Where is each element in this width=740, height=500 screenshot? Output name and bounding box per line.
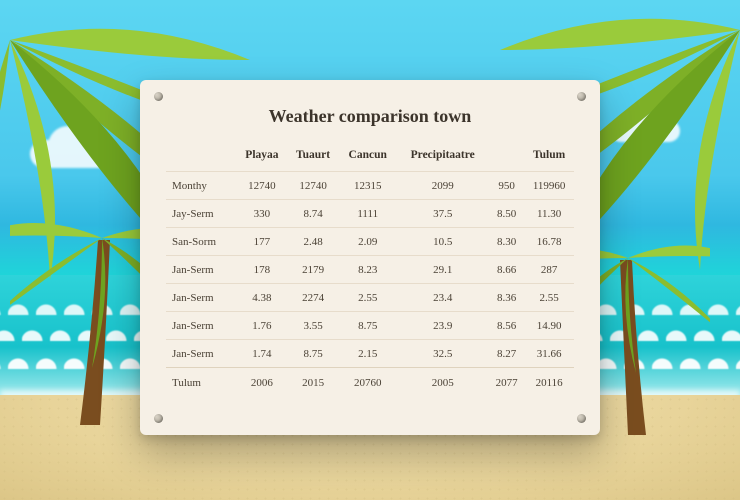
- card-title: Weather comparison town: [166, 106, 574, 127]
- table-row: Jan-Serm 178 2179 8.23 29.1 8.66 287: [166, 256, 574, 284]
- col-header: Playaa: [237, 143, 288, 172]
- row-label: Jan-Serm: [166, 340, 237, 368]
- cell: 11.30: [524, 200, 574, 228]
- cell: 2.15: [339, 340, 397, 368]
- screw-icon: [154, 414, 163, 423]
- col-header: Tulum: [524, 143, 574, 172]
- cloud: [30, 140, 120, 168]
- cell: 287: [524, 256, 574, 284]
- cell: 2.55: [524, 284, 574, 312]
- cell: 29.1: [396, 256, 488, 284]
- row-label: Tulum: [166, 368, 237, 394]
- cell: 20116: [524, 368, 574, 394]
- table-row: Monthy 12740 12740 12315 2099 950 119960: [166, 172, 574, 200]
- screw-icon: [577, 414, 586, 423]
- cell: 12740: [237, 172, 288, 200]
- cell: 14.90: [524, 312, 574, 340]
- cell: 177: [237, 228, 288, 256]
- row-label: Jan-Serm: [166, 312, 237, 340]
- col-header: [166, 143, 237, 172]
- cell: 1111: [339, 200, 397, 228]
- screw-icon: [154, 92, 163, 101]
- table-row: Jay-Serm 330 8.74 1111 37.5 8.50 11.30: [166, 200, 574, 228]
- table-row: Jan-Serm 1.74 8.75 2.15 32.5 8.27 31.66: [166, 340, 574, 368]
- cell: 2077: [489, 368, 524, 394]
- table-row: Tulum 2006 2015 20760 2005 2077 20116: [166, 368, 574, 394]
- col-header: Precipitaatre: [396, 143, 488, 172]
- weather-table: Playaa Tuaurt Cancun Precipitaatre Tulum…: [166, 143, 574, 393]
- cell: 8.74: [287, 200, 339, 228]
- row-label: San-Sorm: [166, 228, 237, 256]
- cell: 20760: [339, 368, 397, 394]
- cell: 2005: [396, 368, 488, 394]
- cell: 1.76: [237, 312, 288, 340]
- cell: 8.36: [489, 284, 524, 312]
- cell: 8.66: [489, 256, 524, 284]
- cell: 12740: [287, 172, 339, 200]
- col-header: [489, 143, 524, 172]
- cell: 12315: [339, 172, 397, 200]
- cell: 2.55: [339, 284, 397, 312]
- cell: 2.48: [287, 228, 339, 256]
- col-header: Tuaurt: [287, 143, 339, 172]
- cell: 119960: [524, 172, 574, 200]
- weather-card: Weather comparison town Playaa Tuaurt Ca…: [140, 80, 600, 435]
- cell: 1.74: [237, 340, 288, 368]
- screw-icon: [577, 92, 586, 101]
- cell: 2179: [287, 256, 339, 284]
- row-label: Jan-Serm: [166, 284, 237, 312]
- cell: 16.78: [524, 228, 574, 256]
- cell: 8.56: [489, 312, 524, 340]
- cell: 37.5: [396, 200, 488, 228]
- cloud: [610, 120, 680, 142]
- cell: 4.38: [237, 284, 288, 312]
- cell: 8.75: [339, 312, 397, 340]
- table-row: Jan-Serm 1.76 3.55 8.75 23.9 8.56 14.90: [166, 312, 574, 340]
- cell: 8.75: [287, 340, 339, 368]
- cell: 3.55: [287, 312, 339, 340]
- row-label: Jay-Serm: [166, 200, 237, 228]
- table-row: Jan-Serm 4.38 2274 2.55 23.4 8.36 2.55: [166, 284, 574, 312]
- cell: 2006: [237, 368, 288, 394]
- cell: 32.5: [396, 340, 488, 368]
- cell: 2015: [287, 368, 339, 394]
- cell: 23.4: [396, 284, 488, 312]
- cell: 2274: [287, 284, 339, 312]
- cell: 8.23: [339, 256, 397, 284]
- row-label: Jan-Serm: [166, 256, 237, 284]
- cell: 23.9: [396, 312, 488, 340]
- row-label: Monthy: [166, 172, 237, 200]
- cell: 10.5: [396, 228, 488, 256]
- cell: 8.27: [489, 340, 524, 368]
- cell: 950: [489, 172, 524, 200]
- cell: 8.30: [489, 228, 524, 256]
- col-header: Cancun: [339, 143, 397, 172]
- cell: 178: [237, 256, 288, 284]
- cell: 330: [237, 200, 288, 228]
- table-row: San-Sorm 177 2.48 2.09 10.5 8.30 16.78: [166, 228, 574, 256]
- cell: 31.66: [524, 340, 574, 368]
- cell: 8.50: [489, 200, 524, 228]
- cell: 2099: [396, 172, 488, 200]
- table-header-row: Playaa Tuaurt Cancun Precipitaatre Tulum: [166, 143, 574, 172]
- cell: 2.09: [339, 228, 397, 256]
